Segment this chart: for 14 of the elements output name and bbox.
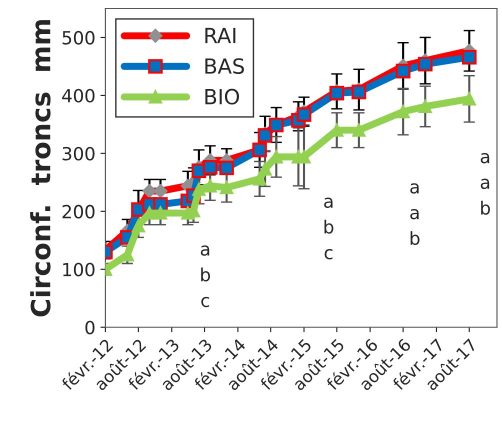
y-tick-label: 300 (62, 146, 94, 161)
legend-label: BAS (205, 58, 244, 74)
annotation: a b c (200, 245, 210, 308)
legend-label: BIO (205, 88, 239, 105)
y-axis-title: Circonf. troncs mm (30, 20, 51, 316)
y-tick-label: 100 (63, 262, 94, 276)
y-tick-label: 500 (62, 30, 94, 45)
y-tick-label: 400 (62, 88, 94, 103)
annotation: a a b (410, 183, 420, 246)
legend-label: RAI (205, 28, 236, 44)
annotation: a b c (324, 198, 334, 260)
y-tick-label: 0 (85, 320, 94, 334)
y-tick-label: 200 (62, 204, 94, 218)
annotation: a a b (480, 152, 490, 215)
